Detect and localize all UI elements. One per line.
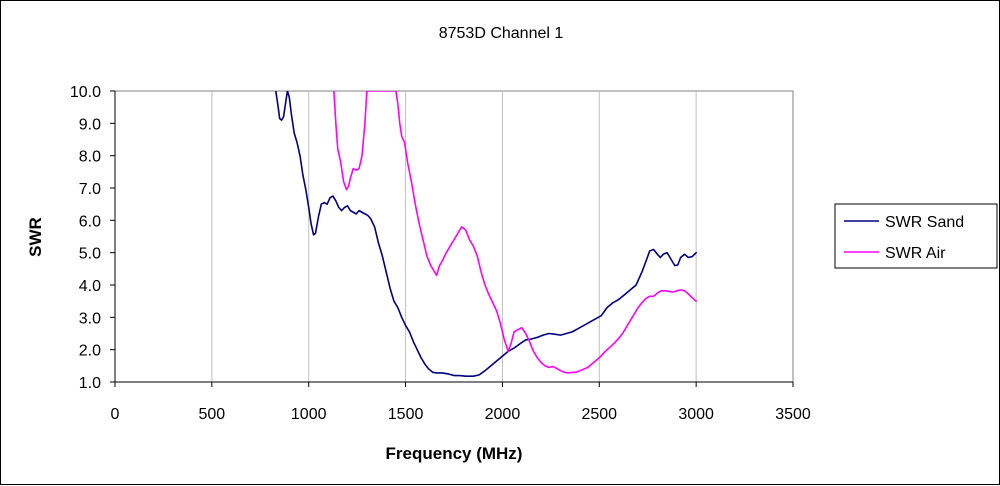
y-tick-label: 3.0 <box>79 310 101 327</box>
y-axis-ticks: 1.0 2.0 3.0 4.0 5.0 6.0 7.0 8.0 9.0 10.0 <box>70 84 115 392</box>
y-tick-label: 6.0 <box>79 213 101 230</box>
x-tick-label: 0 <box>111 406 120 423</box>
grid-lines <box>211 91 697 382</box>
x-tick-label: 3000 <box>678 406 714 423</box>
y-tick-label: 5.0 <box>79 246 101 263</box>
y-tick-label: 7.0 <box>79 181 101 198</box>
x-tick-label: 500 <box>199 406 226 423</box>
y-tick-label: 10.0 <box>70 84 101 101</box>
legend: SWR Sand SWR Air <box>834 203 998 269</box>
legend-label-swr-sand: SWR Sand <box>885 214 964 231</box>
series-lines <box>274 91 697 377</box>
x-tick-label: 1500 <box>388 406 424 423</box>
x-tick-label: 3500 <box>775 406 811 423</box>
x-axis-label: Frequency (MHz) <box>386 444 523 463</box>
plot-area <box>114 90 794 383</box>
series-line-swr-air <box>333 91 697 374</box>
x-tick-label: 2500 <box>581 406 617 423</box>
y-tick-label: 4.0 <box>79 278 101 295</box>
y-axis-label: SWR <box>26 217 45 257</box>
chart-title: 8753D Channel 1 <box>439 25 564 42</box>
y-tick-label: 8.0 <box>79 149 101 166</box>
legend-box <box>834 203 998 269</box>
legend-label-swr-air: SWR Air <box>885 245 946 262</box>
x-tick-label: 1000 <box>291 406 327 423</box>
y-tick-label: 9.0 <box>79 116 101 133</box>
x-axis-ticks: 0 500 1000 1500 2000 2500 3000 3500 <box>111 382 811 423</box>
series-line-swr-sand <box>274 91 697 377</box>
y-tick-label: 2.0 <box>79 343 101 360</box>
x-tick-label: 2000 <box>485 406 521 423</box>
y-tick-label: 1.0 <box>79 375 101 392</box>
